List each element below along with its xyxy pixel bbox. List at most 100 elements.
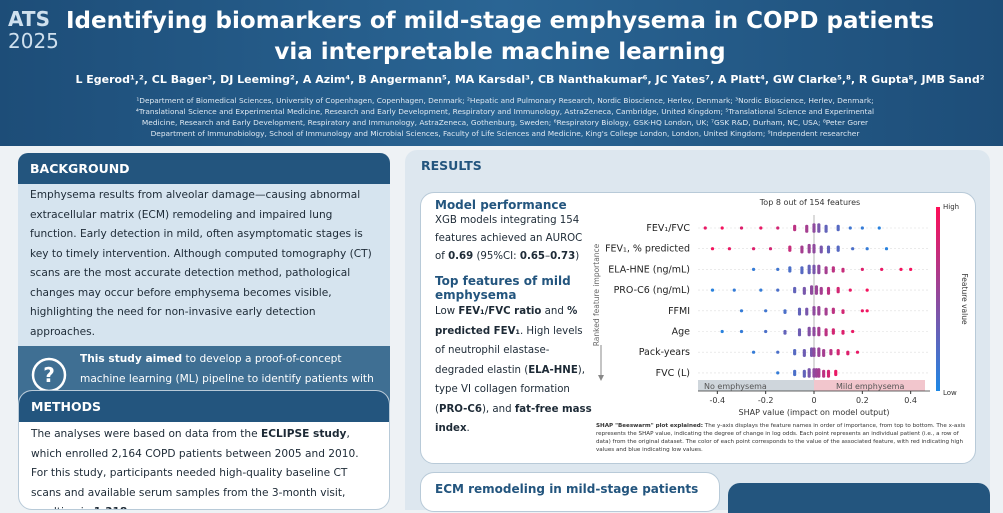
x-tick-label: -0.4 [710, 396, 726, 405]
shap-point [817, 326, 821, 330]
results-text: Model performance XGB models integrating… [435, 198, 595, 439]
shap-point [793, 228, 797, 232]
shap-point [824, 307, 828, 311]
subheading: Top features of mild emphysema [435, 274, 571, 302]
shap-point [812, 326, 816, 330]
shap-point [710, 247, 715, 251]
header: ATS 2025 Identifying biomarkers of mild-s… [0, 0, 1003, 146]
shap-point [865, 247, 869, 251]
shap-point [817, 312, 821, 316]
text-run: fat-free mass index [435, 403, 592, 435]
top-text: Low FEV₁/FVC ratio and % predicted FEV₁.… [435, 302, 595, 439]
shap-point [814, 291, 819, 295]
region [814, 380, 925, 391]
shap-point [822, 353, 826, 357]
shap-point [739, 226, 744, 230]
shap-point [836, 290, 840, 294]
shap-point [822, 374, 826, 378]
shap-point [793, 224, 797, 228]
shap-point [788, 269, 792, 273]
shap-point [817, 353, 821, 357]
shap-point [822, 369, 826, 373]
shap-point [805, 307, 809, 311]
shap-point [812, 271, 816, 275]
shap-point [805, 312, 809, 316]
text-run: ECLIPSE study [261, 428, 347, 440]
colorbar-high: High [943, 203, 959, 211]
shap-point [831, 269, 835, 273]
shap-point [776, 288, 780, 292]
shap-point [836, 224, 840, 228]
shap-point [834, 372, 838, 377]
text-run: XGB models integrating 154 features achi… [435, 215, 583, 262]
feature-label: ELA-HNE (ng/mL) [608, 264, 690, 275]
text-run: ), and [481, 403, 515, 415]
shap-point [817, 264, 821, 268]
region-label: No emphysema [704, 382, 767, 391]
text-run: (95%CI: [473, 251, 520, 262]
section-heading: BACKGROUND [18, 153, 390, 184]
shap-point [807, 250, 811, 254]
shap-point [841, 269, 845, 273]
shap-point [800, 250, 804, 254]
text-run: The y-axis displays the feature names in… [596, 423, 966, 453]
shap-point [802, 291, 806, 295]
shap-point [817, 347, 821, 351]
region-label: Mild emphysema [836, 382, 904, 391]
shap-point [751, 267, 756, 271]
text-run: % predicted FEV₁ [435, 306, 578, 337]
text-run: . High levels of neutrophil elastase-deg… [435, 325, 583, 376]
text-run: Department of Immunobiology, School of I… [150, 129, 860, 138]
shap-point [831, 331, 835, 335]
feature-label: FEV₁/FVC [646, 223, 690, 234]
shap-point [824, 328, 828, 332]
shap-point [860, 267, 864, 271]
subheading: Model performance [435, 198, 567, 212]
affiliations: ¹Department of Biomedical Sciences, Univ… [90, 95, 920, 139]
shap-point [710, 288, 715, 292]
text-run: ⁴Translational Science and Experimental … [135, 107, 875, 116]
shap-point [776, 371, 780, 375]
shap-point [836, 286, 840, 291]
shap-point [812, 250, 816, 254]
shap-point [848, 226, 852, 230]
shap-point [809, 291, 814, 295]
shap-point [776, 350, 780, 354]
shap-point [793, 286, 797, 291]
text-run: 0.65 [519, 251, 545, 262]
shap-point [776, 226, 780, 230]
shap-point [826, 245, 831, 249]
shap-point [783, 331, 787, 335]
feature-label: Age [672, 327, 691, 338]
shap-point [809, 353, 814, 357]
shap-point [822, 349, 826, 353]
title: Identifying biomarkers of mild-stage emp… [65, 8, 935, 34]
subheading: ECM remodeling in mild-stage patients [435, 482, 699, 496]
shap-point [805, 229, 809, 233]
shap-point [807, 264, 811, 268]
shap-point [802, 349, 806, 353]
shap-point [776, 267, 780, 271]
logo-text: ATS [8, 7, 50, 31]
shap-point [829, 349, 833, 353]
x-tick-label: 0 [811, 396, 816, 405]
shap-point [797, 333, 802, 337]
shap-point [824, 333, 828, 337]
shap-point [800, 266, 804, 270]
shap-point [826, 291, 831, 295]
shap-point [817, 368, 821, 372]
shap-point [824, 224, 828, 228]
authors: L Egerod¹,², CL Bager³, DJ Leeming², A A… [75, 73, 985, 86]
text-run: 1,318 [94, 506, 128, 509]
background-text: Emphysema results from alveolar damage—c… [18, 184, 390, 346]
shap-point [819, 286, 823, 291]
shap-point [807, 368, 811, 372]
shap-point [826, 286, 831, 291]
shap-point [720, 329, 724, 334]
shap-point [824, 266, 828, 270]
shap-point [751, 350, 756, 354]
shap-point [802, 369, 806, 373]
shap-point [802, 374, 806, 378]
shap-point [817, 229, 821, 233]
